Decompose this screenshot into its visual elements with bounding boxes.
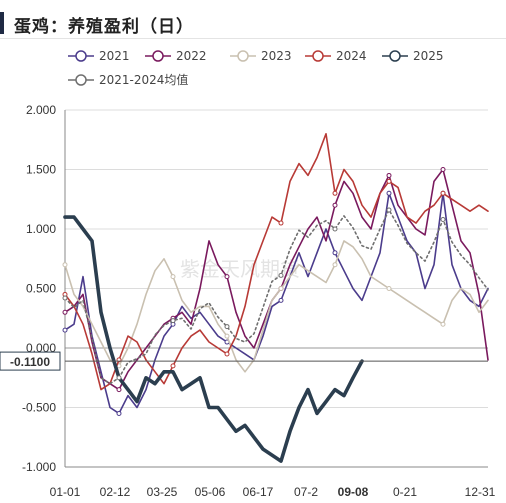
series-line-2021 (64, 192, 489, 415)
legend-swatch-marker (312, 50, 324, 62)
legend-swatch-marker (75, 74, 87, 86)
series-point (62, 295, 68, 301)
legend-item-2021-2024均值: 2021-2024均值 (68, 72, 188, 87)
series-point (62, 327, 68, 333)
series-point (386, 190, 392, 196)
legend-item-2022: 2022 (145, 49, 207, 63)
y-tick-label: 2.000 (26, 103, 56, 117)
series-point (440, 167, 446, 172)
series-point (332, 202, 338, 208)
series-point (224, 324, 230, 330)
series-point (62, 262, 68, 268)
y-tick-label: -1.000 (22, 460, 56, 474)
legend-label: 2025 (413, 49, 444, 63)
series-point (116, 410, 122, 416)
x-tick-label: 12-31 (465, 485, 496, 499)
title-accent-bar (0, 12, 4, 34)
x-tick-label: 02-12 (100, 485, 131, 499)
series-line-2024 (64, 133, 489, 391)
y-tick-label: 0.000 (26, 341, 56, 355)
series-point (278, 297, 284, 303)
chart-title: 蛋鸡：养殖盈利（日） (14, 17, 194, 37)
marker-label: -0.1100 (10, 355, 50, 369)
series-point (170, 363, 176, 369)
legend-label: 2023 (261, 49, 292, 63)
legend-swatch-marker (237, 50, 249, 62)
legend-item-2024: 2024 (305, 49, 367, 63)
title-divider (0, 38, 506, 39)
series-point (386, 207, 392, 213)
x-tick-label: 01-01 (50, 485, 81, 499)
series-line-2025 (63, 215, 364, 463)
x-tick-label: 07-2 (294, 485, 318, 499)
series-point (224, 274, 230, 280)
legend-item-2023: 2023 (230, 49, 292, 63)
series-point (62, 309, 68, 315)
y-tick-label: 1.000 (26, 222, 56, 236)
x-tick-label: 0-21 (393, 485, 417, 499)
legend-label: 2021 (99, 49, 130, 63)
series-point (170, 318, 176, 324)
series-point (224, 333, 230, 339)
legend-label: 2024 (336, 49, 367, 63)
series-point (170, 274, 176, 280)
x-tick-label: 09-08 (338, 485, 369, 499)
x-tick-label: 06-17 (243, 485, 274, 499)
series-point (386, 172, 392, 178)
series-point (332, 262, 338, 268)
series-point (278, 286, 284, 291)
y-tick-label: 0.500 (26, 282, 56, 296)
legend-swatch-marker (75, 50, 87, 62)
x-tick-label: 05-06 (195, 485, 226, 499)
marker-label-box (0, 351, 61, 371)
series-point (332, 250, 338, 256)
title-bar: 蛋鸡：养殖盈利（日） (0, 0, 506, 40)
series-point (278, 272, 284, 278)
series-point (116, 375, 122, 381)
series-line-2021-2024均值 (64, 209, 489, 385)
legend-label: 2021-2024均值 (99, 72, 188, 87)
x-tick-label: 03-25 (147, 485, 178, 499)
series-point (116, 387, 122, 393)
legend-item-2025: 2025 (382, 49, 444, 63)
legend-item-2021: 2021 (68, 49, 130, 63)
series-line-2023 (64, 240, 489, 373)
series-point (440, 321, 446, 327)
y-tick-label: -0.500 (22, 401, 56, 415)
series-point (278, 220, 284, 226)
series-point (440, 216, 446, 222)
series-point (440, 190, 446, 196)
series-point (332, 226, 338, 232)
legend-swatch-marker (152, 50, 164, 62)
legend-swatch-marker (389, 50, 401, 62)
series-point (332, 190, 338, 196)
series-point (386, 286, 392, 291)
y-tick-label: 1.500 (26, 163, 56, 177)
series-point (224, 351, 230, 357)
legend-label: 2022 (176, 49, 207, 63)
series-point (386, 178, 392, 184)
